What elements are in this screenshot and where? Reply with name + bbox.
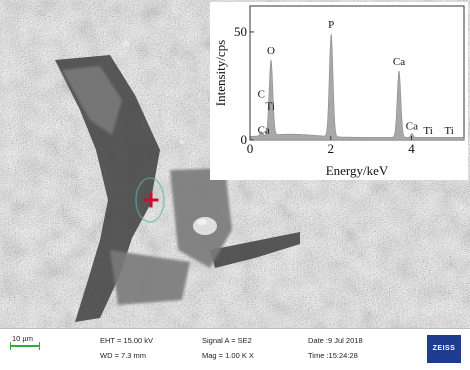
plot-frame <box>249 5 465 141</box>
x-axis-label: Energy/keV <box>326 163 389 178</box>
date-value: Date :9 Jul 2018 <box>308 336 363 345</box>
scale-bar <box>10 342 40 350</box>
eds-spectrum-chart: 0 2 4 0 50 C O Ti Ca P Ca Ca Ti Ti Energy/keV Inten… <box>213 5 465 178</box>
peak-label-ti: Ti <box>423 125 432 137</box>
y-axis-label: Intensity/cps <box>213 40 228 106</box>
peak-label-p: P <box>328 19 334 31</box>
wd-value: WD = 7.3 mm <box>100 351 147 360</box>
particle-highlights <box>122 41 217 235</box>
peak-label-ti: Ti <box>444 125 453 137</box>
peak-labels: C O Ti Ca P Ca Ca Ti Ti <box>258 19 454 137</box>
peak-label-ca: Ca <box>258 125 270 137</box>
peak-label-ti: Ti <box>266 101 275 113</box>
x-tick-label: 0 <box>247 141 254 156</box>
peak-label-c: C <box>258 88 265 100</box>
time-value: Time :15:24:28 <box>308 351 358 360</box>
mag-value: Mag = 1.00 K X <box>202 351 254 360</box>
peak-label-ca: Ca <box>393 56 405 68</box>
eds-spectrum-inset: 0 2 4 0 50 C O Ti Ca P Ca Ca Ti Ti Energy/keV Inten… <box>210 2 468 180</box>
x-tick-label: 4 <box>408 141 415 156</box>
eht-value: EHT = 15.00 kV <box>100 336 154 345</box>
spectrum-area <box>249 34 465 141</box>
y-axis-ticks: 0 50 <box>234 24 254 147</box>
scale-bar-label: 10 µm <box>12 334 33 343</box>
sem-info-bar: 10 µm EHT = 15.00 kV WD = 7.3 mm Signal … <box>0 328 470 370</box>
y-tick-label: 50 <box>234 24 247 39</box>
x-tick-label: 2 <box>328 141 335 156</box>
peak-label-o: O <box>267 45 275 57</box>
y-tick-label: 0 <box>241 132 248 147</box>
zeiss-logo: ZEISS <box>427 335 461 363</box>
analysis-region-halo <box>135 177 165 223</box>
crack-region <box>55 55 300 322</box>
signal-value: Signal A = SE2 <box>202 336 252 345</box>
peak-label-ca: Ca <box>406 121 418 133</box>
x-axis-ticks: 0 2 4 <box>247 136 415 156</box>
analysis-point-marker <box>143 192 159 208</box>
